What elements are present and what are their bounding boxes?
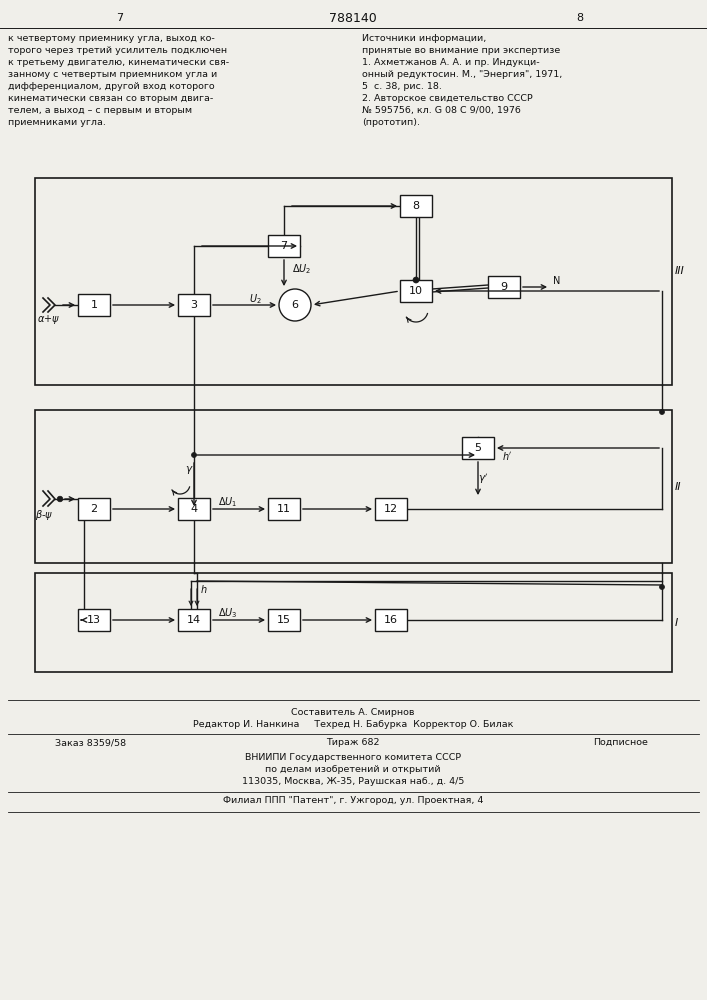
Text: 7: 7 [281, 241, 288, 251]
Bar [78, 498, 110, 520]
Text: Составитель А. Смирнов: Составитель А. Смирнов [291, 708, 415, 717]
Text: (прототип).: (прототип). [362, 118, 420, 127]
Text: 8: 8 [576, 13, 583, 23]
Text: 5: 5 [474, 443, 481, 453]
Text: к четвертому приемнику угла, выход ко-: к четвертому приемнику угла, выход ко- [8, 34, 215, 43]
Text: II: II [675, 482, 682, 491]
Text: $\gamma$: $\gamma$ [185, 464, 193, 476]
Text: 12: 12 [384, 504, 398, 514]
Bar [178, 294, 210, 316]
Text: 788140: 788140 [329, 11, 377, 24]
Text: I: I [675, 617, 678, 628]
Text: $h$: $h$ [200, 583, 208, 595]
Bar [78, 609, 110, 631]
Bar [35, 573, 672, 672]
Text: $\alpha$+$\psi$: $\alpha$+$\psi$ [37, 314, 60, 326]
Text: 5  с. 38, рис. 18.: 5 с. 38, рис. 18. [362, 82, 442, 91]
Text: телем, а выход – с первым и вторым: телем, а выход – с первым и вторым [8, 106, 192, 115]
Bar [78, 294, 110, 316]
Text: $\gamma'$: $\gamma'$ [478, 472, 489, 486]
Text: к третьему двигателю, кинематически свя-: к третьему двигателю, кинематически свя- [8, 58, 229, 67]
Bar [400, 280, 432, 302]
Circle shape [660, 410, 665, 414]
Text: $U_2$: $U_2$ [249, 292, 262, 306]
Text: 1: 1 [90, 300, 98, 310]
Bar [178, 609, 210, 631]
Text: 2. Авторское свидетельство СССР: 2. Авторское свидетельство СССР [362, 94, 533, 103]
Text: 7: 7 [117, 13, 124, 23]
Text: $\Delta U_2$: $\Delta U_2$ [292, 262, 311, 276]
Text: дифференциалом, другой вход которого: дифференциалом, другой вход которого [8, 82, 215, 91]
Text: принятые во внимание при экспертизе: принятые во внимание при экспертизе [362, 46, 560, 55]
Text: онный редуктосин. М., "Энергия", 1971,: онный редуктосин. М., "Энергия", 1971, [362, 70, 562, 79]
Text: 13: 13 [87, 615, 101, 625]
Text: 11: 11 [277, 504, 291, 514]
Text: 113035, Москва, Ж-35, Раушская наб., д. 4/5: 113035, Москва, Ж-35, Раушская наб., д. … [242, 777, 464, 786]
Text: 1. Ахметжанов А. А. и пр. Индукци-: 1. Ахметжанов А. А. и пр. Индукци- [362, 58, 539, 67]
Circle shape [413, 277, 419, 283]
Text: Источники информации,: Источники информации, [362, 34, 486, 43]
Bar [375, 609, 407, 631]
Bar [268, 235, 300, 257]
Text: $h'$: $h'$ [502, 450, 513, 462]
Text: 16: 16 [384, 615, 398, 625]
Text: 10: 10 [409, 286, 423, 296]
Text: $\beta$-$\psi$: $\beta$-$\psi$ [35, 508, 53, 522]
Bar [375, 498, 407, 520]
Text: N: N [553, 276, 561, 286]
Bar [268, 609, 300, 631]
Text: Подписное: Подписное [593, 738, 648, 747]
Text: Филиал ППП "Патент", г. Ужгород, ул. Проектная, 4: Филиал ППП "Патент", г. Ужгород, ул. Про… [223, 796, 483, 805]
Bar [35, 410, 672, 563]
Circle shape [57, 496, 63, 502]
Bar [178, 498, 210, 520]
Text: торого через третий усилитель подключен: торого через третий усилитель подключен [8, 46, 227, 55]
Circle shape [279, 289, 311, 321]
Text: по делам изобретений и открытий: по делам изобретений и открытий [265, 765, 440, 774]
Text: приемниками угла.: приемниками угла. [8, 118, 106, 127]
Text: 14: 14 [187, 615, 201, 625]
Text: ВНИИПИ Государственного комитета СССР: ВНИИПИ Государственного комитета СССР [245, 753, 461, 762]
Circle shape [660, 584, 665, 589]
Text: Заказ 8359/58: Заказ 8359/58 [55, 738, 126, 747]
Text: III: III [675, 266, 685, 276]
Text: 9: 9 [501, 282, 508, 292]
Text: 2: 2 [90, 504, 98, 514]
Circle shape [192, 452, 197, 458]
Text: 6: 6 [291, 300, 298, 310]
Text: 15: 15 [277, 615, 291, 625]
Text: кинематически связан со вторым двига-: кинематически связан со вторым двига- [8, 94, 214, 103]
Bar [488, 276, 520, 298]
Text: 8: 8 [412, 201, 419, 211]
Text: № 595756, кл. G 08 С 9/00, 1976: № 595756, кл. G 08 С 9/00, 1976 [362, 106, 521, 115]
Text: 3: 3 [190, 300, 197, 310]
Bar [400, 195, 432, 217]
Bar [268, 498, 300, 520]
Text: 4: 4 [190, 504, 197, 514]
Bar [462, 437, 494, 459]
Bar [35, 178, 672, 385]
Text: $\Delta U_1$: $\Delta U_1$ [218, 495, 238, 509]
Text: Редактор И. Нанкина     Техред Н. Бабурка  Корректор О. Билак: Редактор И. Нанкина Техред Н. Бабурка Ко… [193, 720, 513, 729]
Text: занному с четвертым приемником угла и: занному с четвертым приемником угла и [8, 70, 217, 79]
Text: $\Delta U_3$: $\Delta U_3$ [218, 606, 238, 620]
Text: Тираж 682: Тираж 682 [326, 738, 380, 747]
